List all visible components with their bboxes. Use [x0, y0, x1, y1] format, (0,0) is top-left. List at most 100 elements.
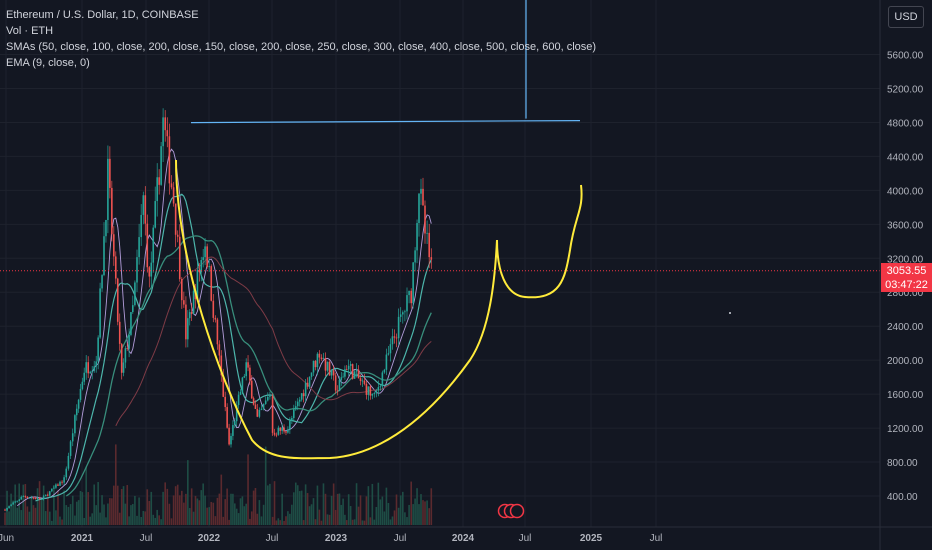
- candle-body: [130, 312, 132, 335]
- candle-body: [42, 496, 45, 500]
- candle-body: [109, 158, 111, 188]
- last-price-label: 3053.55 03:47:22: [881, 262, 932, 292]
- volume-bar: [224, 499, 226, 525]
- candle-body: [406, 295, 408, 312]
- volume-bar: [95, 505, 97, 525]
- volume-bar: [214, 516, 217, 525]
- earnings-event-marker[interactable]: [509, 503, 525, 519]
- volume-bar: [168, 503, 171, 525]
- volume-bar: [181, 490, 183, 525]
- candle-body: [158, 177, 160, 185]
- volume-bar: [359, 495, 362, 525]
- volume-indicator-label[interactable]: Vol · ETH: [6, 25, 54, 37]
- volume-bar: [26, 506, 29, 525]
- candle-body: [232, 425, 234, 436]
- price-tick-label: 400.00: [887, 492, 918, 503]
- candle-body: [279, 427, 282, 431]
- sma-line: [35, 193, 432, 502]
- volume-bar: [89, 516, 91, 525]
- volume-bar: [291, 504, 293, 525]
- candle-body: [216, 319, 219, 345]
- event-markers[interactable]: [497, 312, 732, 519]
- cup-pattern-drawing[interactable]: [175, 159, 583, 460]
- candle-body: [198, 269, 201, 273]
- moving-averages: [16, 148, 432, 507]
- candle-body: [74, 415, 76, 434]
- volume-bar: [79, 490, 82, 525]
- candle-body: [416, 223, 418, 251]
- candle-body: [228, 427, 230, 445]
- candle-body: [324, 358, 327, 371]
- volume-bar: [355, 483, 358, 525]
- candle-body: [4, 509, 6, 511]
- resistance-trendline[interactable]: [190, 119, 581, 124]
- ema-indicator-label[interactable]: EMA (9, close, 0): [6, 57, 90, 69]
- volume-bar: [361, 520, 364, 525]
- volume-bar: [48, 511, 51, 525]
- candle-body: [16, 500, 18, 502]
- candle-body: [312, 360, 315, 373]
- volume-bar: [283, 520, 285, 525]
- volume-bar: [262, 504, 265, 525]
- candle-body: [318, 353, 321, 358]
- candle-body: [196, 269, 199, 300]
- chart-grid: [0, 0, 880, 527]
- candle-body: [222, 375, 225, 397]
- volume-bar: [344, 514, 346, 525]
- price-tick-label: 4000.00: [887, 186, 924, 197]
- candle-body: [271, 396, 274, 433]
- candlestick-series: [4, 108, 433, 512]
- volume-bar: [164, 482, 166, 525]
- volume-bar: [51, 520, 53, 525]
- currency-button[interactable]: USD: [888, 6, 924, 28]
- volume-bar: [391, 516, 394, 525]
- volume-bar: [377, 482, 380, 525]
- candle-body: [148, 267, 151, 277]
- candle-body: [381, 372, 384, 387]
- candle-body: [190, 312, 193, 314]
- sma-indicator-label[interactable]: SMAs (50, close, 100, close, 200, close,…: [6, 41, 597, 53]
- volume-bar: [8, 511, 10, 525]
- candle-body: [8, 506, 10, 509]
- volume-bar: [320, 520, 323, 525]
- candle-body: [252, 398, 255, 405]
- price-tick-label: 2800.00: [887, 288, 924, 299]
- candle-body: [20, 496, 23, 500]
- price-tick-label: 3600.00: [887, 220, 924, 231]
- volume-bar: [332, 483, 335, 525]
- user-drawings[interactable]: [175, 0, 583, 460]
- candle-body: [291, 418, 293, 421]
- volume-bar: [105, 517, 107, 525]
- candle-body: [22, 495, 25, 497]
- volume-bar: [271, 516, 274, 525]
- volume-bar: [185, 493, 187, 525]
- symbol-title[interactable]: Ethereum / U.S. Dollar, 1D, COINBASE: [6, 9, 199, 21]
- volume-bar: [146, 489, 149, 525]
- candle-body: [138, 237, 140, 258]
- volume-bar: [234, 503, 236, 525]
- volume-bar: [373, 519, 376, 525]
- candle-body: [178, 236, 181, 280]
- candle-body: [264, 400, 267, 404]
- volume-bar: [216, 497, 219, 525]
- volume-bar: [402, 491, 404, 525]
- volume-bar: [218, 493, 221, 525]
- candle-body: [12, 502, 14, 505]
- candle-body: [422, 188, 424, 206]
- candle-body: [389, 344, 392, 354]
- candle-body: [373, 393, 376, 394]
- time-axis[interactable]: Jun 2021 Jul 2022 Jul 2023 Jul 2024 Jul 2025 Jul: [0, 526, 932, 544]
- candle-body: [30, 497, 33, 499]
- volume-bar: [298, 491, 301, 525]
- volume-bar: [279, 520, 282, 525]
- candle-body: [258, 410, 261, 417]
- candle-body: [371, 393, 374, 396]
- chart-legend: Ethereum / U.S. Dollar, 1D, COINBASE Vol…: [6, 7, 596, 71]
- volume-bar: [326, 514, 329, 525]
- time-tick-label: 2023: [325, 533, 348, 544]
- candle-body: [166, 130, 169, 137]
- candle-body: [24, 495, 27, 497]
- volume-bar: [202, 483, 204, 525]
- volume-bar: [44, 511, 47, 525]
